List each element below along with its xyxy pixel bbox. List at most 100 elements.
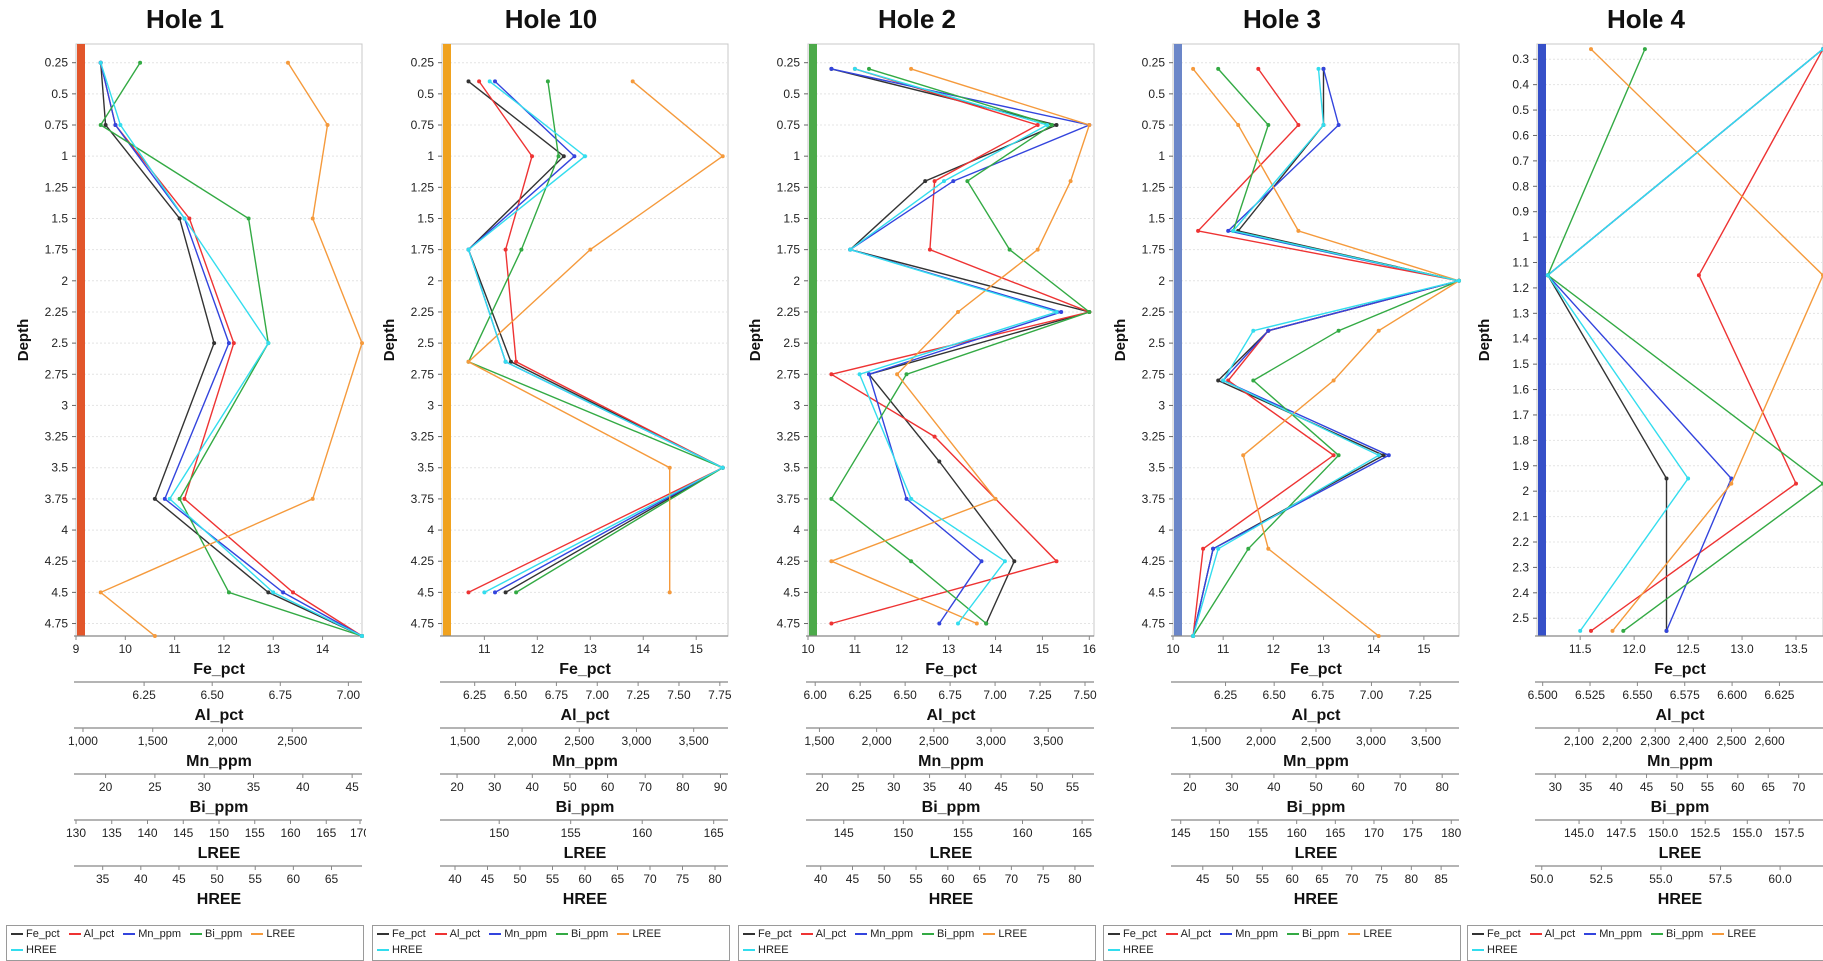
data-point-Bi_ppm [98, 123, 103, 127]
data-point-Bi_ppm [1336, 328, 1341, 333]
depth-tick-label: 0.5 [51, 87, 68, 101]
x-axis-tick-label: 52.5 [1590, 872, 1614, 886]
depth-tick-label: 1.7 [1512, 408, 1529, 422]
x-axis-tick-label: 6.550 [1622, 688, 1652, 702]
x-axis-tick-label: 3,500 [1411, 734, 1441, 748]
data-point-Bi_ppm [514, 590, 519, 595]
depth-strip [1174, 44, 1182, 636]
legend-item: Al_pct [434, 928, 480, 940]
data-point-HREE [857, 372, 862, 377]
data-point-Al_pct [187, 216, 192, 221]
legend-swatch [377, 933, 389, 935]
data-point-LREE [360, 341, 364, 346]
data-point-HREE [266, 341, 271, 346]
legend-swatch [556, 933, 569, 935]
depth-tick-label: 3 [61, 398, 68, 412]
depth-tick-label: 1.2 [1512, 281, 1529, 295]
legend-swatch [123, 933, 136, 935]
x-axis-tick-label: 15 [1417, 642, 1431, 656]
depth-tick-label: 4.5 [417, 585, 434, 599]
depth-tick-label: 4 [793, 523, 800, 537]
x-axis-tick-label: 75 [1375, 872, 1389, 886]
x-axis-tick-label: 6.500 [1528, 688, 1558, 702]
data-point-Mn_ppm [493, 590, 497, 595]
x-axis-tick-label: 60 [941, 872, 955, 886]
data-point-LREE [909, 66, 914, 71]
data-point-HREE [466, 247, 471, 252]
data-point-HREE [956, 621, 960, 626]
data-point-HREE [503, 359, 508, 364]
plot-area [75, 43, 363, 637]
x-axis-tick-label: 130 [66, 826, 86, 840]
legend-item: Fe_pct [377, 928, 426, 940]
data-point-LREE [286, 60, 290, 65]
depth-tick-label: 2.5 [1512, 611, 1529, 625]
hole-chart-svg: 0.3 0.4 0.5 0.6 0.7 0.8 0.9 1 1.1 1.2 1.3 1.4 1.5 1.6… [1476, 43, 1823, 908]
legend-item: Fe_pct [743, 928, 792, 940]
legend-label: Mn_ppm [1235, 928, 1279, 940]
data-point-Mn_ppm [867, 372, 871, 377]
legend-label: HREE [1123, 944, 1154, 956]
series-line-Bi_ppm [467, 81, 725, 593]
data-point-LREE [310, 496, 315, 501]
legend-swatch [1165, 933, 1178, 935]
chart-title: Hole 1 [145, 4, 225, 34]
x-axis-title: Al_pct [561, 707, 611, 724]
depth-tick-label: 1.5 [51, 211, 68, 225]
x-axis-tick-label: 45 [1640, 780, 1654, 794]
depth-tick-label: 3 [793, 398, 800, 412]
x-axis-tick-label: 15 [1036, 642, 1050, 656]
x-axis-title: Al_pct [1292, 707, 1342, 724]
legend-label: HREE [758, 944, 789, 956]
depth-tick-label: 4.75 [411, 617, 435, 631]
legend-label: LREE [1363, 928, 1393, 940]
x-axis-tick-label: 70 [643, 872, 657, 886]
depth-tick-label: 4.5 [51, 585, 68, 599]
data-point-Fe_pct [177, 216, 182, 221]
data-point-Al_pct [1256, 66, 1261, 71]
x-axis-title: Bi_ppm [190, 799, 249, 816]
depth-tick-label: 2.75 [411, 367, 435, 381]
legend-swatch [1108, 933, 1120, 935]
data-point-LREE [1236, 123, 1241, 127]
legend-label: Bi_ppm [937, 928, 975, 940]
legend-label: Fe_pct [758, 928, 792, 940]
x-axis-tick-label: 12 [895, 642, 909, 656]
x-axis-tick-label: 70 [1345, 872, 1359, 886]
depth-tick-label: 4.25 [777, 554, 801, 568]
depth-tick-label: 0.5 [783, 87, 800, 101]
series-line-HREE [1546, 48, 1823, 632]
legend-item: Fe_pct [11, 928, 60, 940]
x-axis-tick-label: 25 [148, 780, 162, 794]
data-point-LREE [1087, 123, 1092, 127]
legend-swatch [11, 933, 23, 935]
x-axis-tick-label: 1,000 [68, 734, 98, 748]
x-axis-title: Bi_ppm [1287, 799, 1346, 816]
x-axis-tick-label: 160 [280, 826, 300, 840]
x-axis-title: Bi_ppm [1651, 799, 1710, 816]
x-axis-tick-label: 150 [1209, 826, 1229, 840]
x-axis-tick-label: 85 [1434, 872, 1448, 886]
x-axis-tick-label: 80 [676, 780, 690, 794]
legend-item: Mn_ppm [123, 928, 181, 940]
x-axis-tick-label: 160 [1287, 826, 1307, 840]
data-point-Bi_ppm [1621, 628, 1626, 633]
depth-tick-label: 3.25 [45, 430, 69, 444]
legend-item: Bi_ppm [556, 928, 608, 940]
depth-tick-label: 1.1 [1512, 256, 1529, 270]
legend-row: Fe_pct Al_pct Mn_ppm Bi_ppm LREE [1108, 926, 1460, 942]
depth-tick-label: 4 [61, 523, 68, 537]
data-point-Fe_pct [503, 590, 508, 595]
legend: Fe_pct Al_pct Mn_ppm Bi_ppm LREE HREE [372, 925, 730, 961]
plot-area [1172, 43, 1460, 637]
x-axis-tick-label: 6.600 [1717, 688, 1747, 702]
data-point-LREE [588, 247, 593, 252]
legend-row: HREE [743, 942, 1095, 958]
hole-panel: Hole 4 0.3 0.4 0.5 0.6 0.7 0.8 0.9 1 1.1 1.2 1.3 1.4… [1465, 0, 1823, 961]
data-point-HREE [167, 496, 172, 501]
x-axis-tick-label: 50 [1309, 780, 1323, 794]
depth-tick-label: 3.25 [1142, 430, 1166, 444]
x-axis-tick-label: 6.75 [1311, 688, 1335, 702]
x-axis-tick-label: 12.0 [1622, 642, 1646, 656]
legend-swatch [743, 949, 755, 951]
